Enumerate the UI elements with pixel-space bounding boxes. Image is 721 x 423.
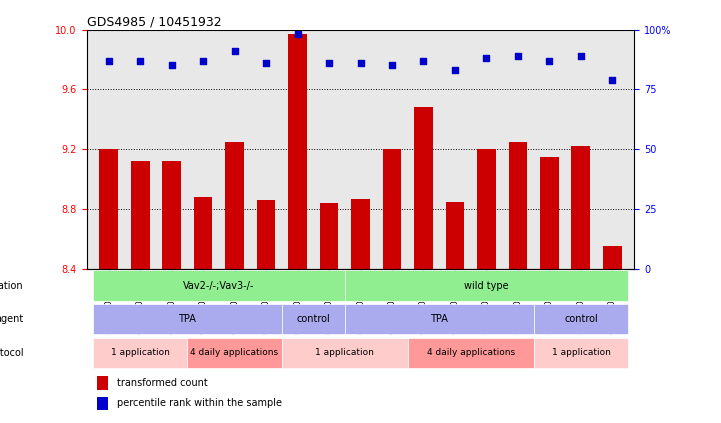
Point xyxy=(544,58,555,64)
Text: Vav2-/-;Vav3-/-: Vav2-/-;Vav3-/- xyxy=(183,280,255,291)
Point xyxy=(417,58,429,64)
Bar xyxy=(345,304,534,334)
Bar xyxy=(603,246,622,269)
Text: percentile rank within the sample: percentile rank within the sample xyxy=(117,398,282,408)
Point xyxy=(606,77,618,83)
Bar xyxy=(540,157,559,269)
Bar xyxy=(383,149,402,269)
Point xyxy=(198,58,209,64)
Point xyxy=(103,58,115,64)
Bar xyxy=(162,161,181,269)
Text: TPA: TPA xyxy=(430,314,448,324)
Bar xyxy=(288,34,307,269)
Text: 4 daily applications: 4 daily applications xyxy=(190,349,278,357)
Bar xyxy=(225,142,244,269)
Point xyxy=(292,31,304,38)
Point xyxy=(386,62,398,69)
Point xyxy=(575,52,587,59)
Bar xyxy=(351,198,370,269)
Point xyxy=(449,67,461,74)
Bar xyxy=(282,304,345,334)
Text: control: control xyxy=(296,314,330,324)
Bar xyxy=(414,107,433,269)
Bar xyxy=(194,197,213,269)
Text: 4 daily applications: 4 daily applications xyxy=(427,349,515,357)
Text: genotype/variation: genotype/variation xyxy=(0,280,24,291)
Bar xyxy=(572,146,590,269)
Bar xyxy=(345,270,628,301)
Point xyxy=(229,48,240,55)
Text: agent: agent xyxy=(0,314,24,324)
Text: 1 application: 1 application xyxy=(315,349,374,357)
Bar xyxy=(93,338,187,368)
Point xyxy=(323,60,335,66)
Text: wild type: wild type xyxy=(464,280,509,291)
Point xyxy=(166,62,177,69)
Text: protocol: protocol xyxy=(0,348,24,358)
Point xyxy=(134,58,146,64)
Bar xyxy=(99,149,118,269)
Point xyxy=(260,60,272,66)
Bar xyxy=(408,338,534,368)
Bar xyxy=(446,201,464,269)
Bar xyxy=(534,338,628,368)
Bar xyxy=(534,304,628,334)
Bar xyxy=(187,338,282,368)
Point xyxy=(481,55,492,62)
Point xyxy=(355,60,366,66)
Bar xyxy=(477,149,496,269)
Bar xyxy=(257,200,275,269)
Text: TPA: TPA xyxy=(178,314,196,324)
Bar xyxy=(93,270,345,301)
Text: GDS4985 / 10451932: GDS4985 / 10451932 xyxy=(87,16,221,28)
Point xyxy=(512,52,523,59)
Text: control: control xyxy=(564,314,598,324)
Text: transformed count: transformed count xyxy=(117,378,208,388)
Bar xyxy=(97,397,108,410)
Bar xyxy=(282,338,408,368)
Bar xyxy=(508,142,527,269)
Text: 1 application: 1 application xyxy=(552,349,611,357)
Bar xyxy=(97,376,108,390)
Bar xyxy=(93,304,282,334)
Text: 1 application: 1 application xyxy=(110,349,169,357)
Bar xyxy=(131,161,149,269)
Bar xyxy=(319,203,338,269)
